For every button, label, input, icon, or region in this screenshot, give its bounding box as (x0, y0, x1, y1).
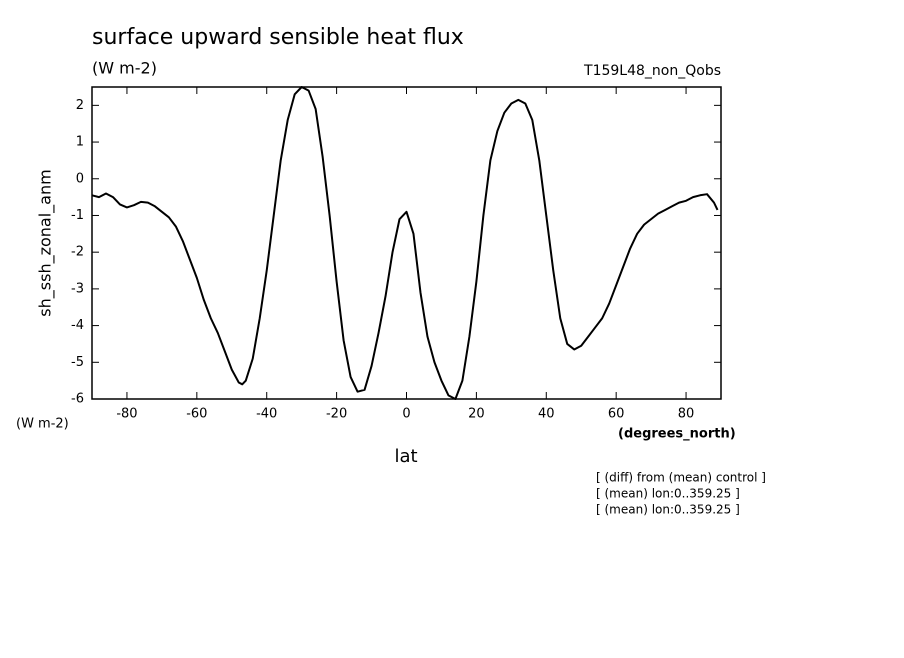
y-tick-label: 2 (76, 98, 84, 113)
annotation: [ (mean) lon:0..359.25 ] (596, 487, 740, 501)
y-tick-label: 1 (76, 135, 84, 150)
x-tick-label: 60 (608, 407, 625, 422)
x-tick-label: -40 (256, 407, 277, 422)
plot-frame (91, 86, 722, 400)
y-tick-label: 0 (76, 171, 84, 186)
x-tick-label: 40 (538, 407, 555, 422)
y-tick-label: -3 (71, 281, 84, 296)
y-tick-label: -5 (71, 355, 84, 370)
subtitle: (W m-2) (92, 59, 157, 78)
y-tick-label: -6 (71, 392, 84, 407)
x-axis-label: lat (394, 446, 417, 467)
y-unit: (W m-2) (16, 417, 69, 432)
y-tick-label: -1 (71, 208, 84, 223)
y-tick-label: -2 (71, 245, 84, 260)
x-unit: (degrees_north) (618, 427, 736, 442)
x-tick-label: -80 (116, 407, 137, 422)
chart-title: surface upward sensible heat flux (92, 25, 464, 50)
x-tick-label: 20 (468, 407, 485, 422)
annotation: [ (diff) from (mean) control ] (596, 471, 766, 485)
y-axis-label: sh_ssh_zonal_anm (36, 169, 56, 316)
x-tick-label: 80 (678, 407, 695, 422)
y-tick-label: -4 (71, 318, 84, 333)
data-line (91, 86, 719, 400)
annotation: [ (mean) lon:0..359.25 ] (596, 503, 740, 517)
run-label: T159L48_non_Qobs (583, 63, 721, 79)
x-tick-label: -60 (186, 407, 207, 422)
x-tick-label: 0 (402, 407, 410, 422)
x-tick-label: -20 (326, 407, 347, 422)
